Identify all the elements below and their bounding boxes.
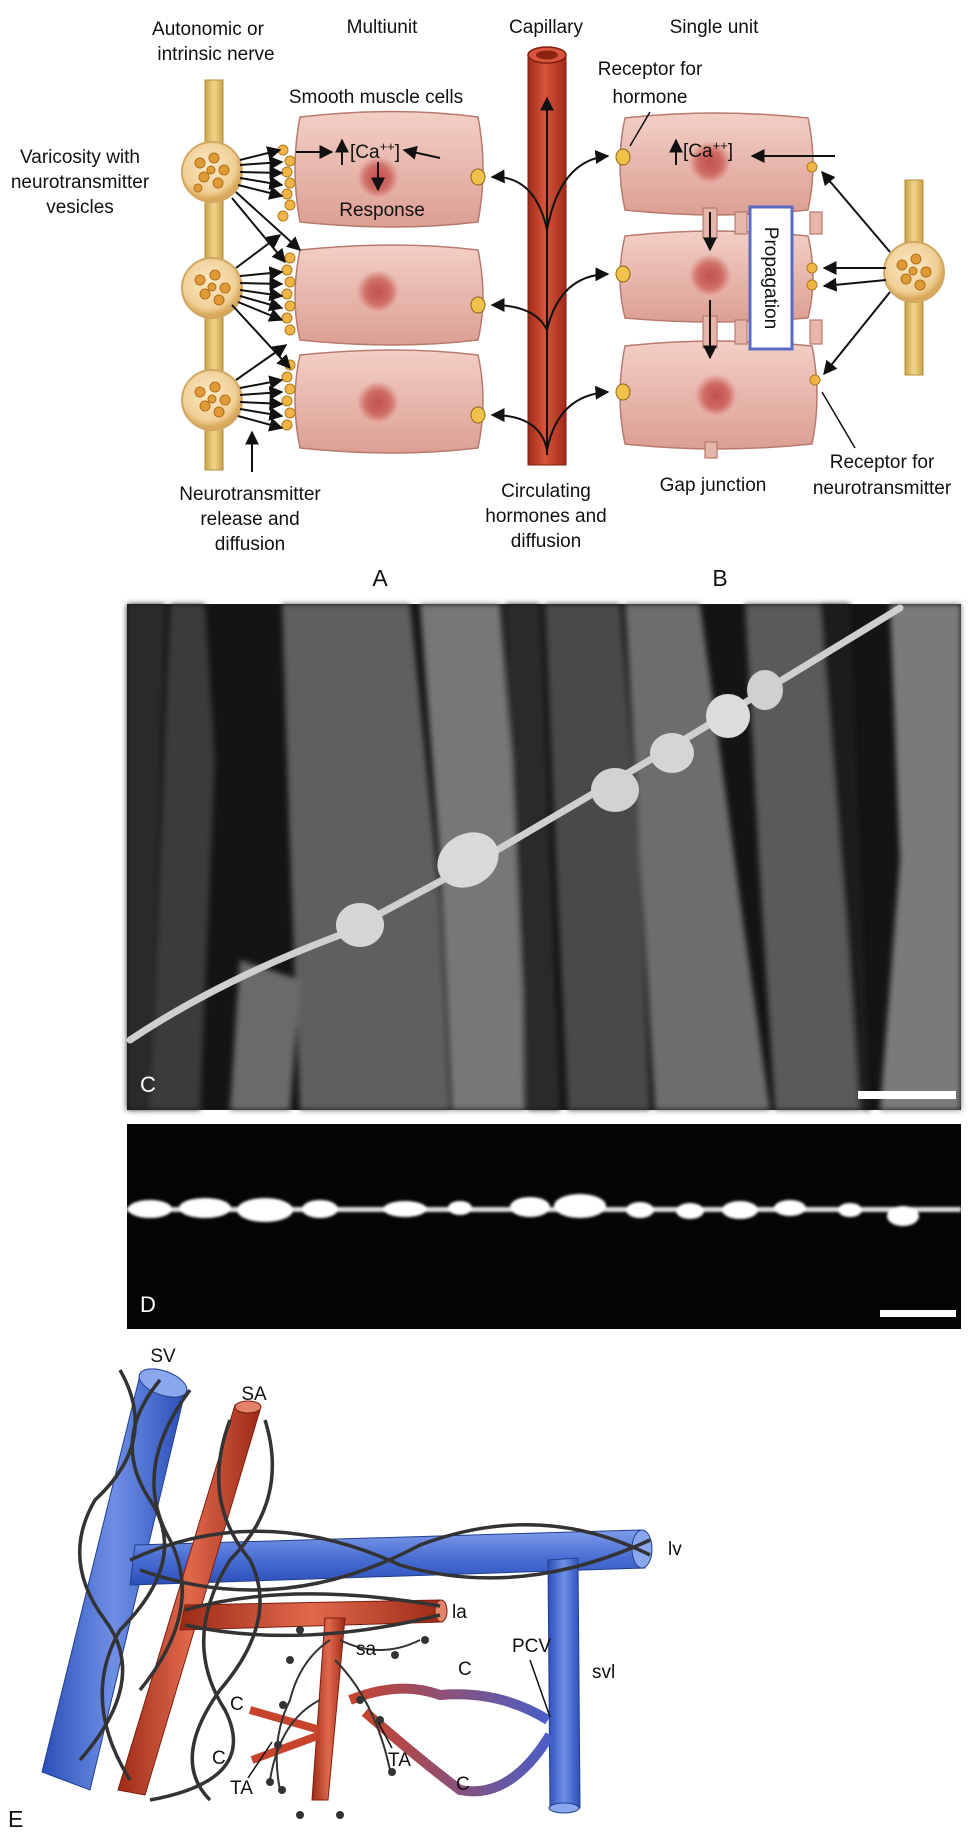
receptor-hormone-line1: Receptor for (598, 59, 703, 80)
panel-letter-c: C (140, 1072, 156, 1097)
label-ta2: TA (388, 1750, 411, 1771)
nerve-label-line1: Autonomic or (152, 19, 265, 40)
ca-signal-b: [Ca++] (669, 138, 835, 165)
panel-letter-d: D (140, 1292, 156, 1317)
varicosity-label-line2: neurotransmitter (11, 172, 150, 193)
varicosity-a2 (181, 257, 243, 319)
multiunit-header: Multiunit (347, 17, 418, 38)
receptor-hormone-leader (629, 111, 651, 147)
leader-ta2 (377, 1721, 393, 1749)
label-c4: C (456, 1774, 470, 1795)
muscle-fiber-textures (127, 604, 961, 1110)
panel-e-vascular: SV SA lv la sa C PCV svl C C C TA TA E (8, 1346, 682, 1832)
circ-label-line1: Circulating (501, 481, 591, 502)
receptor-nt-line2: neurotransmitter (813, 478, 952, 499)
receptor-nt-leader (821, 391, 856, 449)
artery-sa (117, 1400, 262, 1796)
varicose-nerve-strands-e (269, 1639, 421, 1791)
panel-ab-schematic: Autonomic or intrinsic nerve Multiunit C… (11, 17, 952, 591)
ca-label-a: [Ca++] (350, 139, 400, 163)
label-la: la (452, 1602, 467, 1623)
release-label-line2: release and (200, 509, 299, 530)
muscle-cell-b3 (619, 340, 818, 450)
propagation-label: Propagation (760, 227, 781, 329)
scale-bar-c (858, 1091, 956, 1099)
label-pcv: PCV (512, 1636, 551, 1657)
ca-label-b: [Ca++] (683, 138, 733, 162)
gap-junctions-b (702, 207, 823, 459)
nt-receptors-b (806, 161, 821, 386)
muscle-cell-b1 (619, 112, 814, 216)
perivascular-nerve-plexus (77, 1369, 651, 1802)
vein-lv (129, 1529, 653, 1586)
panel-letter-e: E (8, 1806, 23, 1832)
smooth-muscle-label: Smooth muscle cells (289, 87, 463, 108)
panel-letter-b: B (712, 565, 727, 591)
varicosity-label-line1: Varicosity with (20, 147, 140, 168)
muscle-cell-a3 (294, 349, 484, 454)
label-sa-lower: sa (356, 1639, 377, 1660)
capillary-loop-upper (348, 1683, 551, 1725)
varicosity-b (883, 241, 945, 303)
nerve-label-line2: intrinsic nerve (157, 44, 274, 65)
label-ta1: TA (230, 1778, 253, 1799)
receptor-hormone-line2: hormone (613, 87, 688, 108)
label-sa-upper: SA (241, 1384, 267, 1405)
nt-arrows-b (821, 170, 891, 376)
varicosity-label-line3: vesicles (46, 197, 114, 218)
leader-pcv (529, 1659, 551, 1718)
label-lv: lv (668, 1539, 682, 1560)
response-label: Response (339, 200, 425, 221)
panel-d-fluorescence: D (127, 1124, 961, 1329)
circ-label-line3: diffusion (511, 531, 581, 552)
label-sv: SV (150, 1346, 176, 1367)
hormone-arrows (490, 150, 610, 451)
single-unit-header: Single unit (670, 17, 759, 38)
capillary-vessel (527, 46, 567, 466)
neurotransmitter-arrows-a (231, 146, 302, 472)
receptor-nt-line1: Receptor for (830, 452, 935, 473)
propagation-box: Propagation (748, 205, 794, 351)
receptor-dots-a (277, 144, 296, 431)
varicosity-a3 (181, 369, 243, 431)
panel-letter-a: A (372, 565, 388, 591)
circ-label-line2: hormones and (485, 506, 606, 527)
terminal-arteriole-left-upper (248, 1706, 322, 1734)
release-label-line1: Neurotransmitter (179, 484, 321, 505)
varicose-fluorescent-fiber (127, 1194, 961, 1226)
ca-signal-a: [Ca++] Response (296, 138, 441, 221)
arteriole-la (179, 1599, 448, 1631)
label-svl: svl (592, 1662, 615, 1683)
panel-c-micrograph: C (126, 604, 961, 1110)
muscle-cell-a2 (294, 244, 484, 346)
scale-bar-d (880, 1310, 956, 1317)
arteriole-sa (311, 1617, 346, 1801)
label-c3: C (212, 1748, 226, 1769)
leader-ta1 (247, 1741, 273, 1779)
capillary-header: Capillary (509, 17, 583, 38)
venule-svl (547, 1557, 581, 1814)
varicosity-a1 (181, 141, 243, 203)
release-label-line3: diffusion (215, 534, 285, 555)
label-c1: C (458, 1659, 472, 1680)
hormone-receptors-a (470, 168, 486, 424)
hormone-receptors-b (615, 148, 631, 401)
nerve-fiber-varicose (126, 604, 904, 1044)
gap-junction-label: Gap junction (660, 475, 767, 496)
capillary-loop-lower (361, 1708, 555, 1797)
label-c2: C (230, 1694, 244, 1715)
